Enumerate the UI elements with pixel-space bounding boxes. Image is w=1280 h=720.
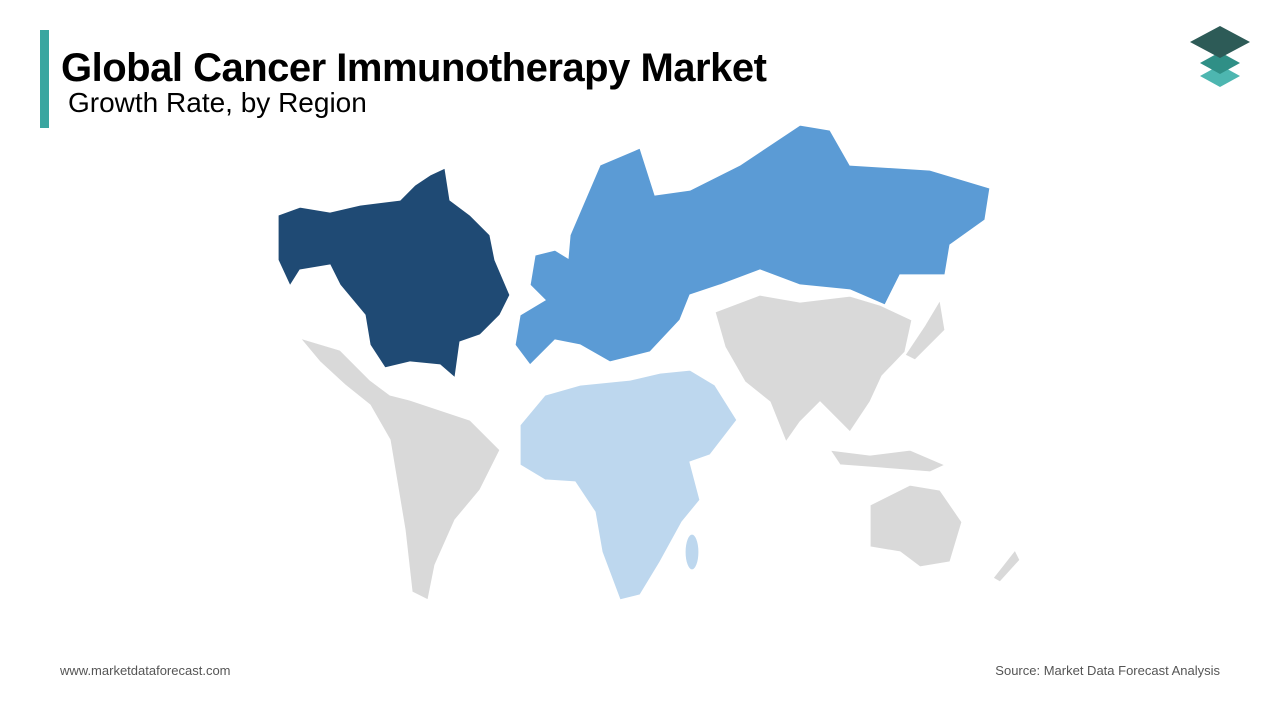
europe (514, 124, 991, 366)
source: Source: Market Data Forecast Analysis (995, 663, 1220, 678)
asia-pacific (714, 294, 913, 444)
accent-bar (40, 30, 49, 128)
latin-america (298, 336, 501, 601)
logo (1190, 26, 1250, 87)
subtitle: Growth Rate, by Region (68, 87, 367, 118)
australia (869, 484, 963, 568)
indonesia (828, 449, 947, 473)
new-zealand (992, 548, 1021, 583)
title: Global Cancer Immunotherapy Market (61, 46, 767, 90)
north-america (277, 167, 511, 380)
website: www.marketdataforecast.com (60, 663, 231, 678)
madagascar (684, 533, 700, 571)
middle-east-africa (519, 369, 738, 601)
japan (904, 298, 946, 361)
